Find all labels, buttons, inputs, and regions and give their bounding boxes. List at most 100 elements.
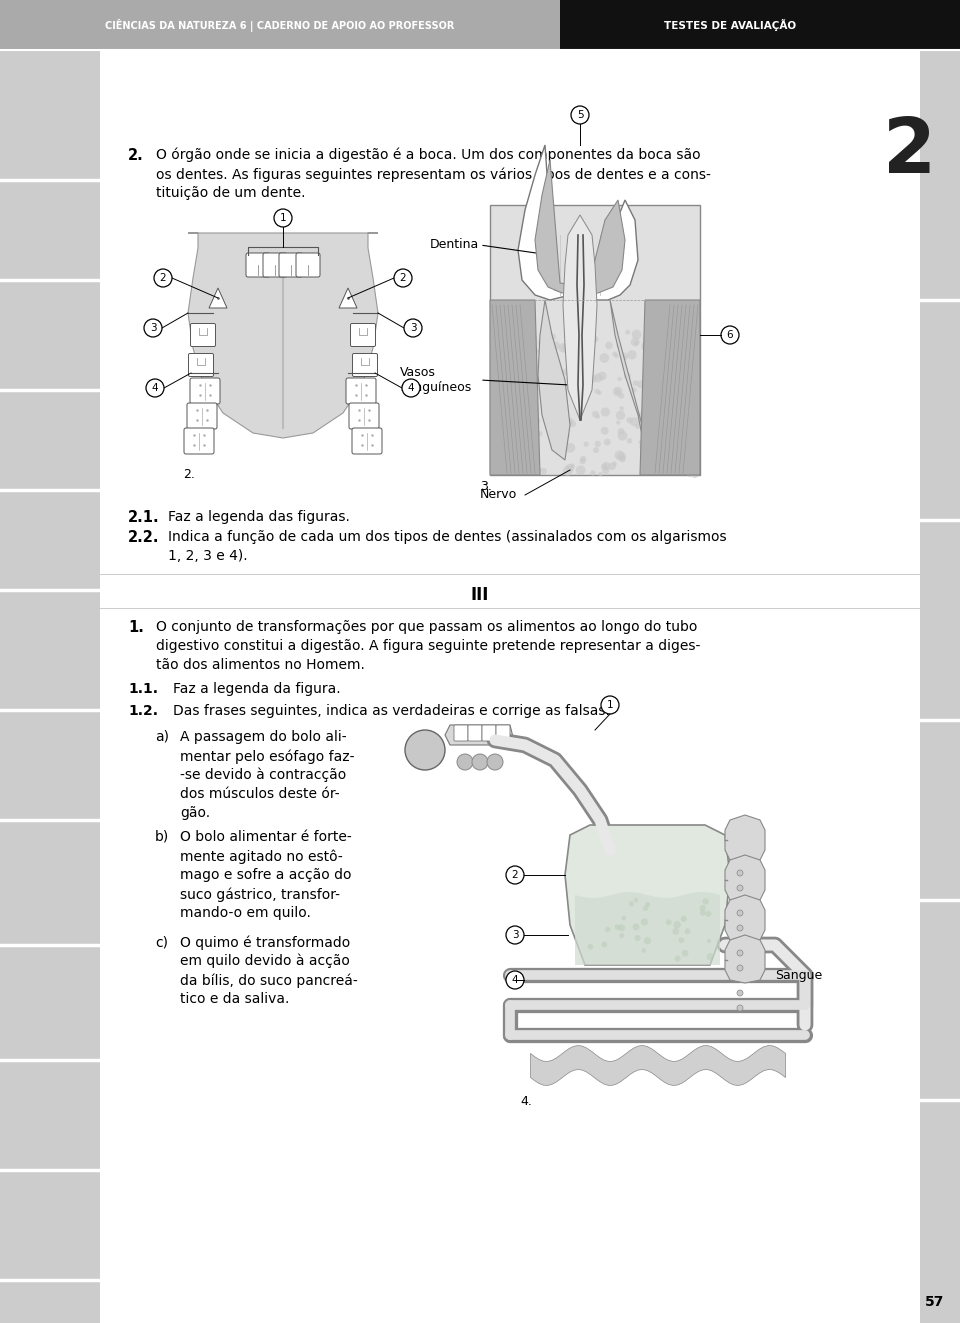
- Circle shape: [640, 918, 648, 926]
- Circle shape: [553, 374, 562, 382]
- Circle shape: [689, 348, 697, 355]
- Circle shape: [624, 373, 631, 380]
- Circle shape: [495, 466, 505, 474]
- Circle shape: [522, 414, 528, 419]
- Circle shape: [737, 990, 743, 996]
- Circle shape: [666, 336, 670, 340]
- Circle shape: [614, 331, 618, 335]
- Circle shape: [605, 341, 612, 349]
- Circle shape: [531, 433, 537, 438]
- Text: tico e da saliva.: tico e da saliva.: [180, 992, 289, 1005]
- Circle shape: [633, 380, 638, 386]
- Circle shape: [540, 340, 545, 345]
- Circle shape: [614, 450, 624, 460]
- Polygon shape: [563, 216, 597, 419]
- FancyBboxPatch shape: [190, 378, 220, 404]
- Circle shape: [668, 439, 677, 447]
- Text: 3.: 3.: [480, 480, 492, 493]
- Circle shape: [617, 431, 628, 441]
- Text: III: III: [470, 586, 490, 605]
- Circle shape: [578, 369, 586, 377]
- Circle shape: [616, 421, 620, 425]
- Circle shape: [507, 351, 516, 360]
- Circle shape: [689, 382, 695, 389]
- Circle shape: [563, 466, 572, 476]
- Circle shape: [512, 427, 516, 431]
- Polygon shape: [490, 300, 540, 475]
- Circle shape: [737, 1005, 743, 1011]
- Circle shape: [536, 418, 540, 423]
- Text: O bolo alimentar é forte-: O bolo alimentar é forte-: [180, 830, 351, 844]
- Circle shape: [612, 386, 622, 397]
- Circle shape: [639, 410, 649, 421]
- Circle shape: [737, 871, 743, 876]
- Circle shape: [511, 398, 518, 405]
- Text: 1: 1: [607, 700, 613, 710]
- Text: O conjunto de transformações por que passam os alimentos ao longo do tubo: O conjunto de transformações por que pas…: [156, 620, 697, 634]
- Text: 2: 2: [883, 115, 937, 189]
- FancyBboxPatch shape: [187, 404, 217, 429]
- Circle shape: [394, 269, 412, 287]
- Circle shape: [518, 351, 523, 356]
- Text: Indica a função de cada um dos tipos de dentes (assinalados com os algarismos: Indica a função de cada um dos tipos de …: [168, 531, 727, 544]
- Circle shape: [617, 377, 622, 381]
- Circle shape: [682, 950, 688, 957]
- Polygon shape: [610, 300, 645, 450]
- Circle shape: [625, 329, 630, 335]
- Text: Faz a legenda da figura.: Faz a legenda da figura.: [173, 681, 341, 696]
- FancyBboxPatch shape: [0, 50, 100, 1323]
- Circle shape: [521, 445, 525, 448]
- Circle shape: [684, 459, 690, 464]
- Circle shape: [627, 351, 636, 360]
- Circle shape: [538, 468, 541, 472]
- FancyBboxPatch shape: [263, 253, 287, 277]
- Circle shape: [651, 421, 659, 429]
- FancyBboxPatch shape: [184, 429, 214, 454]
- Text: 3: 3: [512, 930, 518, 941]
- Circle shape: [507, 422, 511, 426]
- Text: 57: 57: [925, 1295, 945, 1308]
- Circle shape: [674, 401, 682, 409]
- Polygon shape: [188, 233, 378, 438]
- Circle shape: [632, 388, 636, 393]
- Circle shape: [598, 372, 607, 380]
- Circle shape: [672, 927, 679, 935]
- Circle shape: [559, 343, 568, 352]
- Circle shape: [506, 867, 524, 884]
- Circle shape: [672, 385, 676, 389]
- FancyBboxPatch shape: [100, 50, 920, 1323]
- Polygon shape: [568, 892, 727, 964]
- Circle shape: [565, 443, 575, 452]
- Circle shape: [633, 923, 639, 930]
- Circle shape: [616, 344, 621, 348]
- Circle shape: [618, 925, 625, 931]
- Circle shape: [528, 372, 536, 378]
- FancyBboxPatch shape: [496, 725, 510, 741]
- Circle shape: [651, 456, 658, 462]
- Circle shape: [526, 435, 535, 443]
- Circle shape: [531, 335, 538, 341]
- Circle shape: [550, 414, 554, 418]
- Circle shape: [679, 463, 687, 474]
- Circle shape: [656, 369, 660, 374]
- Text: 1.2.: 1.2.: [128, 704, 158, 718]
- Circle shape: [570, 463, 575, 468]
- Circle shape: [643, 384, 648, 388]
- Circle shape: [670, 396, 679, 404]
- Circle shape: [557, 451, 561, 455]
- FancyBboxPatch shape: [246, 253, 270, 277]
- Circle shape: [669, 418, 678, 426]
- Circle shape: [540, 468, 547, 475]
- Circle shape: [614, 353, 618, 359]
- Circle shape: [556, 435, 564, 443]
- Circle shape: [405, 730, 445, 770]
- Circle shape: [641, 341, 651, 351]
- Circle shape: [700, 905, 706, 912]
- FancyBboxPatch shape: [454, 725, 468, 741]
- Circle shape: [645, 462, 655, 471]
- Text: 2: 2: [399, 273, 406, 283]
- Circle shape: [721, 325, 739, 344]
- FancyBboxPatch shape: [349, 404, 379, 429]
- Circle shape: [506, 926, 524, 945]
- Circle shape: [522, 364, 530, 370]
